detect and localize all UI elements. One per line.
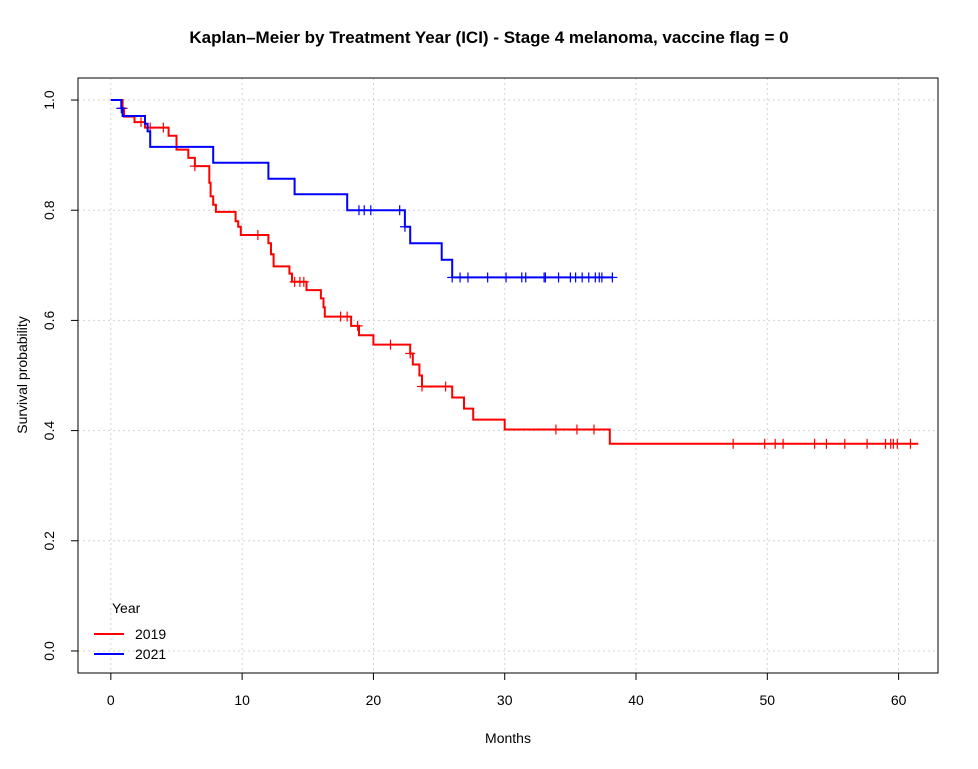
- series-line-2021: [110, 99, 613, 279]
- plot-frame: [77, 77, 939, 674]
- y-tick-label: 0.2: [41, 531, 57, 551]
- series-2019: [110, 99, 919, 449]
- y-tick-label: 0.8: [41, 200, 57, 220]
- y-tick-label: 0.4: [41, 421, 57, 441]
- y-tick-label: 0.6: [41, 310, 57, 330]
- x-tick-label: 40: [628, 692, 644, 708]
- x-tick-label: 10: [234, 692, 250, 708]
- legend-title: Year: [112, 600, 141, 616]
- series-line-2019: [110, 99, 919, 445]
- series-2021: [110, 99, 618, 283]
- grid: [78, 78, 938, 673]
- y-tick-label: 1.0: [41, 90, 57, 110]
- survival-curves: [110, 99, 919, 449]
- chart-title: Kaplan–Meier by Treatment Year (ICI) - S…: [189, 28, 789, 47]
- axes: 0 10 20 30 40 50 60 0.0 0.2 0.4 0.6 0.8 1.0: [41, 90, 907, 708]
- x-tick-label: 20: [366, 692, 382, 708]
- x-axis-label: Months: [485, 730, 531, 746]
- y-tick-label: 0.0: [41, 641, 57, 661]
- x-tick-label: 0: [107, 692, 115, 708]
- legend: Year 2019 2021: [94, 600, 166, 662]
- x-tick-label: 30: [497, 692, 513, 708]
- legend-label-2021: 2021: [135, 646, 166, 662]
- x-tick-label: 50: [760, 692, 776, 708]
- x-tick-label: 60: [891, 692, 907, 708]
- legend-label-2019: 2019: [135, 626, 166, 642]
